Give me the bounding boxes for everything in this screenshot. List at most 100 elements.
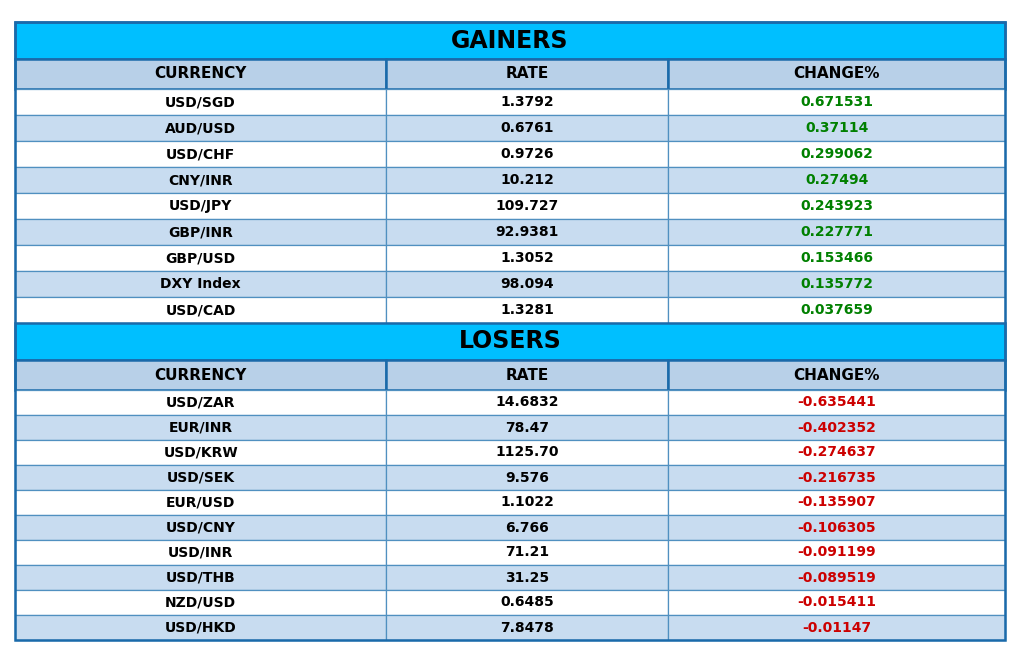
Bar <box>667 415 1004 440</box>
Bar <box>386 415 667 440</box>
Bar <box>386 515 667 540</box>
Bar <box>667 141 1004 167</box>
Bar <box>15 360 386 390</box>
Bar <box>386 167 667 193</box>
Text: 1.1022: 1.1022 <box>500 495 553 509</box>
Bar <box>15 245 386 271</box>
Text: NZD/USD: NZD/USD <box>165 595 236 610</box>
Bar <box>667 615 1004 640</box>
Text: -0.274637: -0.274637 <box>797 446 875 460</box>
Text: GBP/USD: GBP/USD <box>165 251 235 265</box>
Bar <box>667 193 1004 219</box>
Text: 0.153466: 0.153466 <box>800 251 872 265</box>
Bar <box>667 89 1004 115</box>
Bar <box>667 490 1004 515</box>
Bar <box>15 141 386 167</box>
Bar <box>667 59 1004 89</box>
Text: 0.27494: 0.27494 <box>804 173 867 187</box>
Text: -0.135907: -0.135907 <box>797 495 875 509</box>
Bar <box>15 271 386 297</box>
Bar <box>667 565 1004 590</box>
Text: USD/INR: USD/INR <box>168 545 233 559</box>
Bar <box>386 540 667 565</box>
Bar <box>386 89 667 115</box>
Bar <box>667 115 1004 141</box>
Bar <box>386 115 667 141</box>
Text: RATE: RATE <box>505 66 548 82</box>
Text: USD/CHF: USD/CHF <box>166 147 235 161</box>
Bar <box>15 167 386 193</box>
Text: 9.576: 9.576 <box>504 471 548 485</box>
Bar <box>667 245 1004 271</box>
Text: GAINERS: GAINERS <box>450 29 569 53</box>
Text: EUR/INR: EUR/INR <box>168 420 232 434</box>
Text: AUD/USD: AUD/USD <box>165 121 235 135</box>
Bar <box>386 615 667 640</box>
Text: USD/KRW: USD/KRW <box>163 446 237 460</box>
Text: 0.6761: 0.6761 <box>500 121 553 135</box>
Text: USD/JPY: USD/JPY <box>169 199 232 213</box>
Text: 6.766: 6.766 <box>505 521 548 535</box>
Text: RATE: RATE <box>505 368 548 382</box>
Text: 0.37114: 0.37114 <box>804 121 867 135</box>
Bar <box>15 590 386 615</box>
Text: -0.635441: -0.635441 <box>797 396 875 410</box>
Text: 1.3052: 1.3052 <box>500 251 553 265</box>
Text: CURRENCY: CURRENCY <box>154 368 247 382</box>
Bar <box>386 193 667 219</box>
Text: 0.9726: 0.9726 <box>500 147 553 161</box>
Bar <box>15 415 386 440</box>
Bar <box>667 297 1004 323</box>
Text: 0.671531: 0.671531 <box>800 95 872 109</box>
Text: USD/CAD: USD/CAD <box>165 303 235 317</box>
Bar <box>386 141 667 167</box>
Text: 92.9381: 92.9381 <box>495 225 558 239</box>
Bar <box>386 440 667 465</box>
Bar <box>386 297 667 323</box>
Bar <box>667 540 1004 565</box>
Bar <box>386 565 667 590</box>
Bar <box>15 490 386 515</box>
Text: -0.01147: -0.01147 <box>801 620 870 634</box>
Text: 7.8478: 7.8478 <box>500 620 553 634</box>
Bar <box>386 245 667 271</box>
Bar <box>15 89 386 115</box>
Bar <box>667 360 1004 390</box>
Text: USD/HKD: USD/HKD <box>165 620 236 634</box>
Text: 0.135772: 0.135772 <box>800 277 872 291</box>
Bar <box>667 465 1004 490</box>
Text: USD/SGD: USD/SGD <box>165 95 235 109</box>
Bar <box>386 465 667 490</box>
Bar <box>667 440 1004 465</box>
Bar <box>15 615 386 640</box>
Text: 78.47: 78.47 <box>504 420 549 434</box>
Text: CHANGE%: CHANGE% <box>793 66 879 82</box>
Bar <box>15 59 386 89</box>
Text: -0.091199: -0.091199 <box>797 545 875 559</box>
Text: -0.015411: -0.015411 <box>797 595 875 610</box>
Text: 98.094: 98.094 <box>500 277 553 291</box>
Bar <box>15 115 386 141</box>
Bar <box>386 271 667 297</box>
Bar <box>386 360 667 390</box>
Bar <box>667 167 1004 193</box>
Bar <box>667 590 1004 615</box>
Text: DXY Index: DXY Index <box>160 277 240 291</box>
Text: 0.299062: 0.299062 <box>800 147 872 161</box>
Bar <box>386 219 667 245</box>
Bar <box>15 219 386 245</box>
Text: 0.037659: 0.037659 <box>800 303 872 317</box>
Text: USD/CNY: USD/CNY <box>165 521 235 535</box>
Bar <box>386 59 667 89</box>
Bar <box>15 390 386 415</box>
Text: -0.089519: -0.089519 <box>797 571 875 585</box>
Text: CHANGE%: CHANGE% <box>793 368 879 382</box>
Text: 71.21: 71.21 <box>504 545 549 559</box>
Bar <box>15 297 386 323</box>
Text: USD/SEK: USD/SEK <box>166 471 234 485</box>
Bar <box>15 465 386 490</box>
Text: CNY/INR: CNY/INR <box>168 173 232 187</box>
Text: CURRENCY: CURRENCY <box>154 66 247 82</box>
Bar <box>15 515 386 540</box>
Text: EUR/USD: EUR/USD <box>166 495 235 509</box>
